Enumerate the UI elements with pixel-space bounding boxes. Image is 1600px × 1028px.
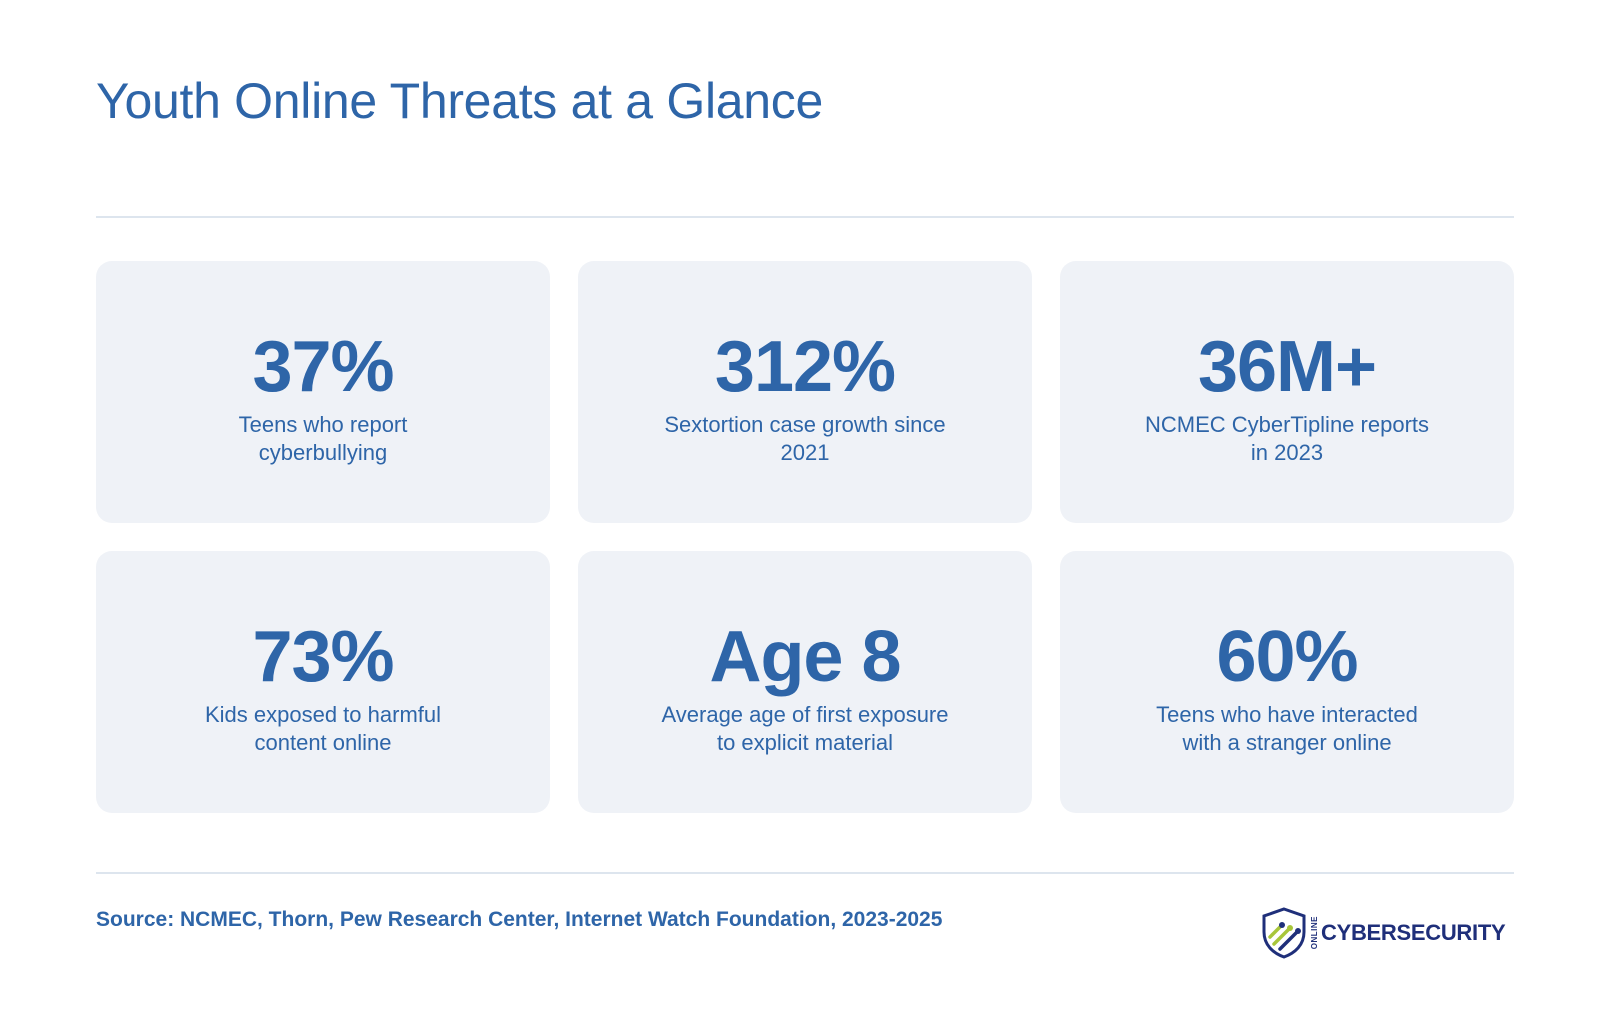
stat-card-stranger-interaction: 60% Teens who have interacted with a str…	[1060, 551, 1514, 813]
stat-card-cybertipline: 36M+ NCMEC CyberTipline reports in 2023	[1060, 261, 1514, 523]
stat-value: Age 8	[709, 617, 901, 697]
source-citation: Source: NCMEC, Thorn, Pew Research Cente…	[96, 908, 943, 931]
stat-label: Sextortion case growth since 2021	[664, 412, 946, 465]
stat-value: 312%	[714, 327, 896, 407]
stats-grid: 37% Teens who report cyberbullying 312% …	[96, 261, 1514, 813]
top-divider	[96, 216, 1514, 218]
stat-card-harmful-content: 73% Kids exposed to harmful content onli…	[96, 551, 550, 813]
stat-label: NCMEC CyberTipline reports in 2023	[1144, 412, 1430, 465]
stat-value: 37%	[252, 327, 394, 407]
stat-card-cyberbullying: 37% Teens who report cyberbullying	[96, 261, 550, 523]
shield-logo-icon	[1262, 907, 1306, 959]
stat-value: 36M+	[1197, 327, 1377, 407]
stat-label: Average age of first exposure to explici…	[661, 702, 949, 755]
stat-label: Kids exposed to harmful content online	[204, 702, 442, 755]
logo-text: CYBERSECURITY	[1321, 920, 1506, 945]
logo-small-text: ONLINE	[1310, 916, 1319, 950]
stat-label: Teens who report cyberbullying	[238, 412, 408, 465]
stat-card-first-exposure: Age 8 Average age of first exposure to e…	[578, 551, 1032, 813]
stat-value: 73%	[252, 617, 394, 697]
page-title: Youth Online Threats at a Glance	[96, 73, 823, 129]
stat-label: Teens who have interacted with a strange…	[1156, 702, 1418, 755]
stat-value: 60%	[1216, 617, 1358, 697]
brand-logo: ONLINE CYBERSECURITY	[1260, 906, 1514, 960]
stat-card-sextortion: 312% Sextortion case growth since 2021	[578, 261, 1032, 523]
bottom-divider	[96, 872, 1514, 874]
